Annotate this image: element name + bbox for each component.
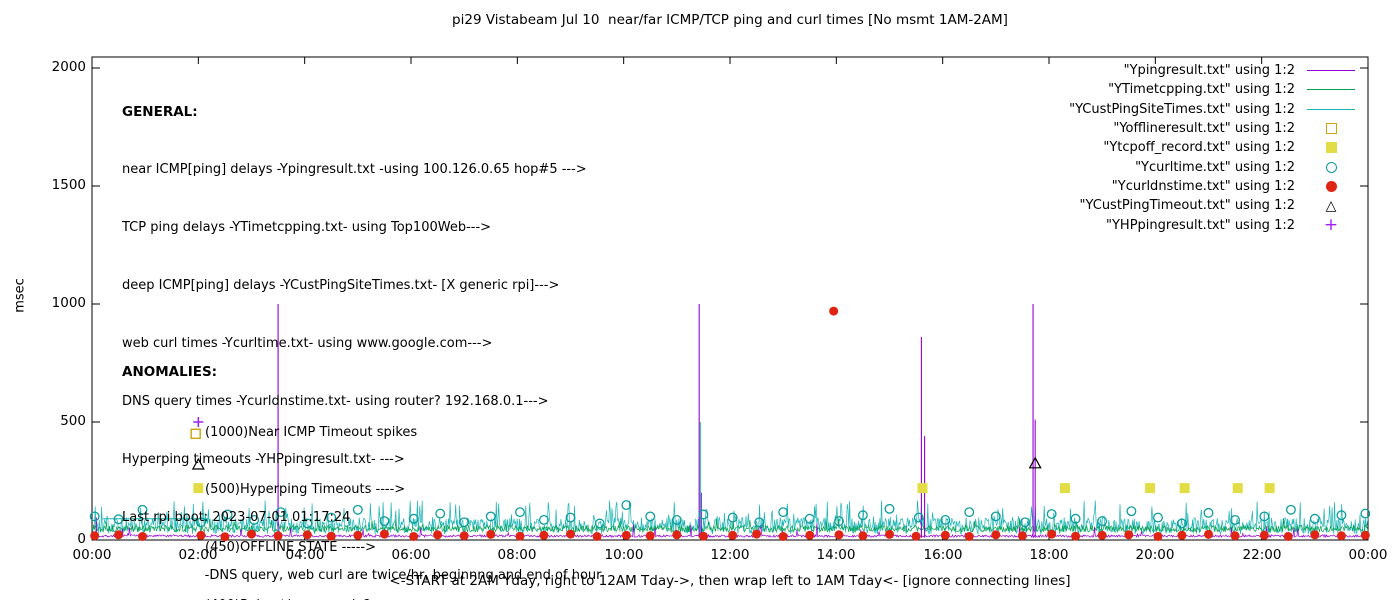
annotation-line: deep ICMP[ping] delays -YCustPingSiteTim… bbox=[122, 278, 560, 294]
legend-item: "Yofflineresult.txt" using 1:2 bbox=[1069, 119, 1357, 138]
y-tick-label: 1000 bbox=[51, 295, 86, 311]
legend-item: "YCustPingSiteTimes.txt" using 1:2 bbox=[1069, 100, 1357, 119]
legend-item-label: "YHPpingresult.txt" using 1:2 bbox=[1106, 217, 1295, 233]
x-tick-label: 16:00 bbox=[923, 547, 963, 563]
legend-item-label: "Ycurldnstime.txt" using 1:2 bbox=[1111, 178, 1295, 194]
general-title: GENERAL: bbox=[122, 103, 198, 120]
legend-item: "YHPpingresult.txt" using 1:2 + bbox=[1069, 215, 1357, 234]
x-tick-label: 10:00 bbox=[604, 547, 644, 563]
legend-item: "Ycurldnstime.txt" using 1:2 bbox=[1069, 177, 1357, 196]
annotation-line: DNS query times -Ycurldnstime.txt- using… bbox=[122, 394, 549, 410]
legend-item: "Ypingresult.txt" using 1:2 bbox=[1069, 61, 1357, 80]
x-tick-label: 06:00 bbox=[391, 547, 431, 563]
annotation-line: (400)Reboot/powercycle? ----> bbox=[205, 596, 417, 600]
x-tick-label: 02:00 bbox=[178, 547, 218, 563]
annotation-line: Hyperping timeouts -YHPpingresult.txt- -… bbox=[122, 451, 405, 467]
annotation-line: (1000)Near ICMP Timeout spikes bbox=[205, 424, 418, 440]
anomalies-title: ANOMALIES: bbox=[122, 364, 218, 380]
chart-title: pi29 Vistabeam Jul 10 near/far ICMP/TCP … bbox=[452, 12, 1008, 28]
annotation-line: near ICMP[ping] delays -Ypingresult.txt … bbox=[122, 162, 587, 178]
legend-item: "Ytcpoff_record.txt" using 1:2 bbox=[1069, 138, 1357, 157]
annotation-line: (450)OFFLINE STATE -----> bbox=[205, 540, 376, 556]
y-tick-label: 0 bbox=[77, 531, 86, 547]
green-line-sample-icon bbox=[1305, 80, 1357, 99]
x-tick-label: 14:00 bbox=[816, 547, 856, 563]
legend-item-label: "YCustPingSiteTimes.txt" using 1:2 bbox=[1069, 101, 1295, 117]
x-tick-label: 18:00 bbox=[1029, 547, 1069, 563]
x-tick-label: 08:00 bbox=[497, 547, 537, 563]
x-tick-label: 04:00 bbox=[285, 547, 325, 563]
anomalies-annotation-block: (1000)Near ICMP Timeout spikes (500)Hype… bbox=[205, 384, 417, 600]
y-tick-label: 500 bbox=[60, 413, 86, 429]
open-square-marker-icon bbox=[1305, 119, 1357, 138]
y-tick-label: 1500 bbox=[51, 177, 86, 193]
legend-item-label: "Ypingresult.txt" using 1:2 bbox=[1123, 63, 1295, 79]
x-tick-label: 12:00 bbox=[710, 547, 750, 563]
open-circle-marker-icon bbox=[1305, 158, 1357, 177]
open-triangle-marker-icon: △ bbox=[1325, 197, 1337, 214]
y-tick-label: 2000 bbox=[51, 59, 86, 75]
x-tick-label: 00:00 bbox=[1348, 547, 1388, 563]
legend-item-label: "YTimetcpping.txt" using 1:2 bbox=[1108, 82, 1295, 98]
annotation-line: -DNS query, web curl are twice/hr, begin… bbox=[122, 567, 602, 583]
legend-item-label: "Yofflineresult.txt" using 1:2 bbox=[1113, 121, 1295, 137]
purple-line-sample-icon bbox=[1305, 61, 1357, 80]
legend-item-label: "YCustPingTimeout.txt" using 1:2 bbox=[1079, 198, 1295, 214]
legend-item-label: "Ycurltime.txt" using 1:2 bbox=[1135, 159, 1295, 175]
x-tick-label: 20:00 bbox=[1135, 547, 1175, 563]
filled-circle-marker-icon bbox=[1305, 177, 1357, 196]
annotation-line: TCP ping delays -YTimetcpping.txt- using… bbox=[122, 220, 492, 236]
annotation-line: web curl times -Ycurltime.txt- using www… bbox=[122, 336, 493, 352]
annotation-line: (500)Hyperping Timeouts ----> bbox=[205, 482, 406, 498]
teal-line-sample-icon bbox=[1305, 100, 1357, 119]
y-axis-label: msec bbox=[12, 278, 28, 313]
x-axis-label: <-START at 2AM Yday, right to 12AM Tday-… bbox=[389, 573, 1071, 589]
x-tick-label: 22:00 bbox=[1242, 547, 1282, 563]
legend-item-label: "Ytcpoff_record.txt" using 1:2 bbox=[1103, 140, 1295, 156]
legend: "Ypingresult.txt" using 1:2 "YTimetcppin… bbox=[1069, 61, 1357, 235]
legend-item: "YCustPingTimeout.txt" using 1:2 △ bbox=[1069, 196, 1357, 215]
annotation-line: Last rpi boot: 2023-07-01 01:17:24 bbox=[122, 509, 351, 525]
legend-item: "YTimetcpping.txt" using 1:2 bbox=[1069, 80, 1357, 99]
plus-marker-icon: + bbox=[1323, 215, 1339, 236]
general-annotation-block: GENERAL: near ICMP[ping] delays -Ypingre… bbox=[122, 64, 652, 600]
filled-square-marker-icon bbox=[1305, 138, 1357, 157]
legend-item: "Ycurltime.txt" using 1:2 bbox=[1069, 157, 1357, 176]
x-tick-label: 00:00 bbox=[72, 547, 112, 563]
